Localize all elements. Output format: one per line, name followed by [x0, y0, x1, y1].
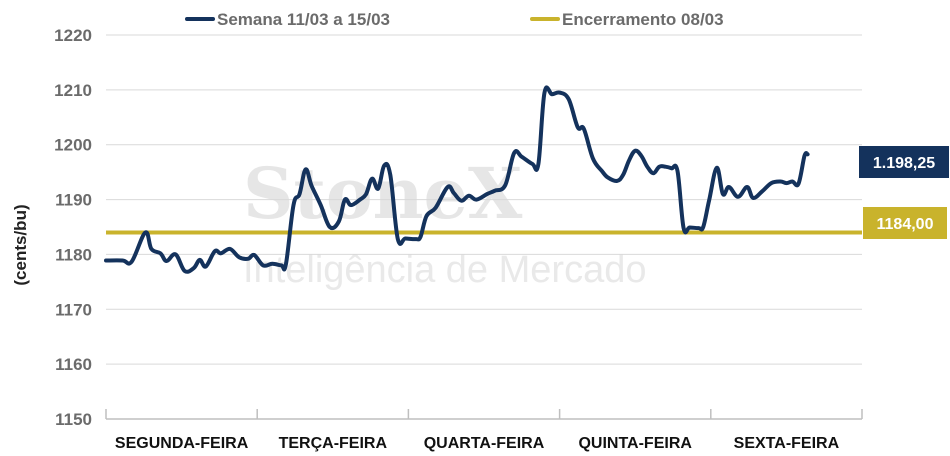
x-tick-label: SEXTA-FEIRA: [734, 435, 840, 452]
callout-reference-value-text: 1184,00: [877, 216, 934, 233]
callout-last-value-box: [859, 146, 949, 178]
x-axis: SEGUNDA-FEIRA TERÇA-FEIRA QUARTA-FEIRA QUIN…: [105, 409, 863, 452]
y-tick-label: 1170: [55, 300, 92, 319]
x-tick-label: SEGUNDA-FEIRA: [115, 435, 249, 452]
x-tick-label: TERÇA-FEIRA: [279, 435, 388, 452]
callout-reference-value: 1184,00: [863, 207, 947, 239]
callout-last-value-text: 1.198,25: [873, 155, 935, 172]
y-axis-ticks: 1150 1160 1170 1180 1190 1200 1210 1220: [54, 26, 92, 429]
gridlines: [106, 34, 862, 365]
y-tick-label: 1220: [54, 26, 92, 45]
y-tick-label: 1150: [55, 410, 92, 429]
legend-label-series-1: Semana 11/03 a 15/03: [217, 10, 390, 29]
x-tick-label: QUINTA-FEIRA: [578, 435, 692, 452]
y-tick-label: 1210: [54, 81, 92, 100]
x-tick-label: QUARTA-FEIRA: [424, 435, 545, 452]
y-tick-label: 1160: [55, 355, 92, 374]
legend-label-series-2: Encerramento 08/03: [562, 10, 724, 29]
y-tick-label: 1180: [55, 245, 92, 264]
y-tick-label: 1190: [55, 191, 92, 210]
callout-last-value: 1.198,25: [859, 146, 949, 178]
legend: Semana 11/03 a 15/03 Encerramento 08/03: [185, 10, 724, 29]
watermark-tagline: Inteligência de Mercado: [243, 249, 646, 291]
series-line-semana: [104, 85, 810, 274]
callout-reference-value-box: [863, 207, 947, 239]
y-tick-label: 1200: [54, 136, 92, 155]
y-axis-label: (cents/bu): [11, 204, 30, 285]
